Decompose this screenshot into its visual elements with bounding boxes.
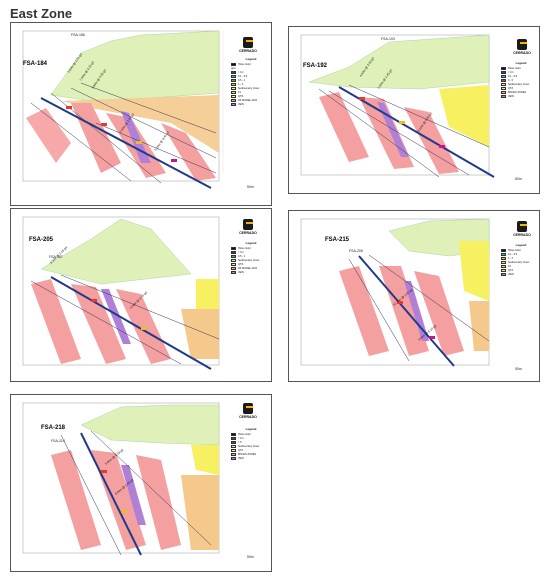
collar-label: FSA-187 <box>49 255 63 259</box>
brand-logo: CERRADO <box>237 37 259 53</box>
legend-range: 0.5 - 1 <box>238 78 246 82</box>
collar-label: FSA-193 <box>381 37 395 41</box>
legend-label: Holes Gold <box>238 246 251 250</box>
legend-range: 1 - 3 <box>238 82 244 86</box>
panel-title: FSA-215 <box>325 237 350 243</box>
brand-name: CERRADO <box>239 231 257 235</box>
scale-bar-label: 50m <box>515 177 522 181</box>
brand-mark-icon <box>243 37 253 48</box>
cross-section-drawing: 4.00m @ 2.03 g/t 6.00m @ 1.45 g/t 3.10m … <box>300 34 495 178</box>
legend-range: < 0.1 <box>238 250 244 254</box>
brand-name: CERRADO <box>239 415 257 419</box>
panel-title: FSA-205 <box>29 237 54 243</box>
legend-label: Sedimentary Cover <box>238 86 260 90</box>
section-panel-fsa-205: 9.50m @ 2.15 g/t 4.30m @ 3.70 g/t FSA-20… <box>10 208 272 382</box>
legend-label: VEIN <box>508 272 514 276</box>
legend-label: VEIN <box>238 456 244 460</box>
brand-logo: CERRADO <box>511 39 533 55</box>
legend-label: VEIN <box>238 102 244 106</box>
legend-range: < 0.1 <box>508 70 514 74</box>
section-panel-fsa-218: 5.00m @ 4.28 g/t 8.40m @ 1.66 g/t FSA-21… <box>10 394 272 572</box>
legend-label: DK MODEL 2021 <box>238 266 258 270</box>
scale-bar-label: 50m <box>247 185 254 189</box>
panel-title: FSA-218 <box>41 425 66 431</box>
legend-range: < 0.1 <box>238 436 244 440</box>
panel-title: FSA-184 <box>23 61 48 67</box>
legend-label: Sedimentary Cover <box>508 260 530 264</box>
legend-range: 0.1 - 0.5 <box>508 252 518 256</box>
legend-label: Sedimentary Cover <box>238 258 260 262</box>
legend-label: QTZ <box>508 86 513 90</box>
legend-range: < 0.1 <box>238 70 244 74</box>
scale-bar-label: 50m <box>247 555 254 559</box>
legend-label: QTZ <box>508 268 513 272</box>
legend-range: 0.5 - 1 <box>238 254 246 258</box>
legend-range: 1 - 3 <box>508 256 514 260</box>
panel-title: FSA-192 <box>303 63 328 69</box>
cross-section-drawing: 12.70m @ 1.92 g/t 3.00m @ 6.10 g/t <box>300 218 490 367</box>
legend: Legend Holes Gold < 0.1 0.1 - 0.5 3 - 5 … <box>501 61 541 98</box>
cross-section-drawing: 9.50m @ 2.15 g/t 4.30m @ 3.70 g/t <box>22 216 220 370</box>
page-title: East Zone <box>10 6 73 21</box>
legend-label: Sedimentary Cover <box>238 444 260 448</box>
legend-label: VEIN <box>508 94 514 98</box>
section-panel-fsa-192: 4.00m @ 2.03 g/t 6.00m @ 1.45 g/t 3.10m … <box>288 26 540 194</box>
legend-title: Legend <box>515 61 527 65</box>
legend-range: > 5 <box>238 440 242 444</box>
legend-range: 0.1 - 0.5 <box>238 74 248 78</box>
legend: Legend Holes Gold < 0.1 0.5 - 1 Sediment… <box>231 241 271 274</box>
legend-range: 3 - 5 <box>508 78 514 82</box>
collar-label: FSA-205 <box>349 249 363 253</box>
legend-label: F1 <box>508 264 511 268</box>
legend-title: Legend <box>515 243 527 247</box>
brand-mark-icon <box>243 403 253 414</box>
legend-label: F1 <box>238 90 241 94</box>
legend-label: Holes Gold <box>508 248 521 252</box>
brand-mark-icon <box>517 39 527 50</box>
legend: Legend Holes Gold < 0.1 > 5 Sedimentary … <box>231 427 271 460</box>
collar-label: FSA-214 <box>51 439 65 443</box>
legend-label: Holes Gold <box>508 66 521 70</box>
scale-bar-label: 50m <box>515 367 522 371</box>
legend-label: BONAS ZONES <box>238 452 257 456</box>
brand-mark-icon <box>517 221 527 232</box>
legend: Legend Holes Gold 0.1 - 0.5 1 - 3 Sedime… <box>501 243 541 276</box>
brand-mark-icon <box>243 219 253 230</box>
legend-label: QTZ <box>238 94 243 98</box>
legend-label: DK MODEL 2021 <box>238 98 258 102</box>
brand-logo: CERRADO <box>237 219 259 235</box>
legend-label: QTZ <box>238 448 243 452</box>
legend-label: Holes Gold <box>238 62 251 66</box>
legend-label: ppm <box>231 66 236 70</box>
brand-name: CERRADO <box>239 49 257 53</box>
legend-label: Sedimentary Cover <box>508 82 530 86</box>
legend-label: BONAS ZONES <box>508 90 527 94</box>
legend-label: Holes Gold <box>238 432 251 436</box>
cross-section-drawing: 5.00m @ 4.28 g/t 8.40m @ 1.66 g/t <box>22 402 220 556</box>
brand-logo: CERRADO <box>511 221 533 237</box>
legend-range: 0.1 - 0.5 <box>508 74 518 78</box>
collar-label: FSA-186 <box>71 33 85 37</box>
cross-section-drawing: 5.00m @ 1.21 g/t 7.00m @ 2.10 g/t 3.90m … <box>22 30 224 189</box>
section-panel-fsa-215: 12.70m @ 1.92 g/t 3.00m @ 6.10 g/t FSA-2… <box>288 210 540 382</box>
brand-name: CERRADO <box>513 51 531 55</box>
legend-title: Legend <box>245 241 257 245</box>
legend-label: QTZ <box>238 262 243 266</box>
legend-title: Legend <box>245 427 257 431</box>
legend-title: Legend <box>245 57 257 61</box>
section-panel-fsa-184: 5.00m @ 1.21 g/t 7.00m @ 2.10 g/t 3.90m … <box>10 22 272 206</box>
brand-logo: CERRADO <box>237 403 259 419</box>
brand-name: CERRADO <box>513 233 531 237</box>
legend: Legend Holes Gold ppm < 0.1 0.1 - 0.5 0.… <box>231 57 271 106</box>
legend-label: VEIN <box>238 270 244 274</box>
